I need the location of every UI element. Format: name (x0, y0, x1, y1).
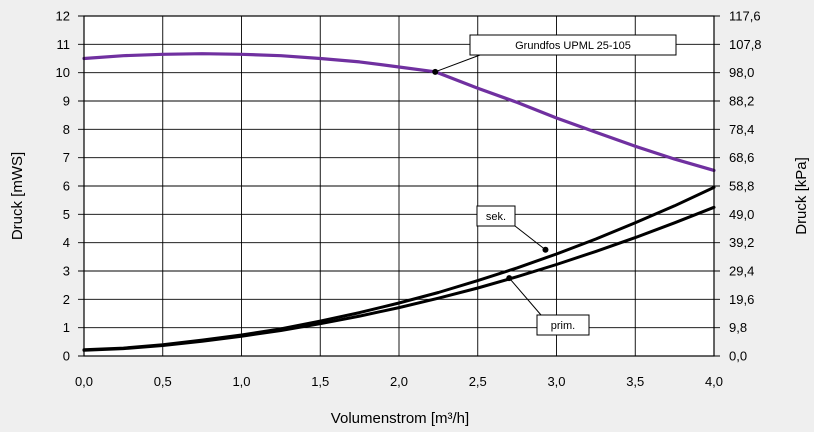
callout-leader-line (435, 54, 481, 73)
y2-tick-label: 117,6 (729, 9, 761, 24)
y-tick-label: 0 (63, 349, 70, 364)
y-tick-label: 8 (63, 122, 70, 137)
y2-tick-label: 107,8 (729, 37, 762, 52)
x-tick-label: 2,5 (469, 374, 487, 389)
y2-tick-label: 88,2 (729, 94, 754, 109)
callout-marker (506, 275, 513, 282)
y-tick-label: 11 (57, 37, 71, 52)
callout-label: sek. (486, 211, 506, 223)
y-tick-label: 9 (63, 94, 70, 109)
y-axis-title: Druck [mWS] (9, 152, 26, 240)
y-tick-label: 4 (63, 235, 70, 250)
y2-tick-label: 78,4 (729, 122, 754, 137)
y2-tick-label: 39,2 (729, 235, 754, 250)
y-tick-label: 6 (63, 179, 70, 194)
y-tick-label: 10 (56, 65, 70, 80)
x-tick-label: 4,0 (705, 374, 723, 389)
series-layer (82, 52, 716, 352)
grid-lines (78, 15, 720, 357)
series-line-3 (82, 205, 716, 352)
y-tick-label: 5 (63, 207, 70, 222)
y2-axis-title: Druck [kPa] (793, 157, 810, 235)
y-tick-label: 2 (63, 292, 70, 307)
series-line-1 (82, 52, 716, 172)
tick-labels: 0,0 0,5 1,0 1,5 2,0 2,5 3,0 3,5 4,00123456789101… (56, 9, 762, 390)
callout-box (469, 34, 677, 56)
y-tick-label: 1 (63, 320, 70, 335)
y2-tick-label: 0,0 (729, 349, 747, 364)
y2-tick-label: 68,6 (729, 150, 754, 165)
x-tick-label: 0,0 (75, 374, 93, 389)
x-tick-label: 3,0 (547, 374, 565, 389)
y2-tick-label: 19,6 (729, 292, 754, 307)
x-tick-label: 1,5 (311, 374, 329, 389)
y-tick-label: 12 (56, 9, 70, 24)
callout-leader-line (514, 225, 546, 251)
y2-tick-label: 29,4 (729, 264, 754, 279)
x-tick-label: 2,0 (390, 374, 408, 389)
x-tick-label: 1,0 (232, 374, 250, 389)
callout-label: Grundfos UPML 25-105 (515, 40, 631, 52)
y2-tick-label: 58,8 (729, 179, 754, 194)
y2-tick-label: 98,0 (729, 65, 754, 80)
y2-tick-label: 49,0 (729, 207, 754, 222)
callout-marker (432, 68, 439, 75)
y2-tick-label: 9,8 (729, 320, 747, 335)
plot-border (83, 15, 715, 357)
x-axis-title: Volumenstrom [m³/h] (331, 410, 469, 427)
callouts: Grundfos UPML 25-105 sek. prim. (432, 34, 677, 336)
callout-marker (542, 246, 549, 253)
callout-leader-line (508, 277, 542, 316)
y-tick-label: 7 (63, 150, 70, 165)
x-tick-label: 0,5 (154, 374, 172, 389)
callout-label: prim. (551, 320, 575, 332)
callout-box (536, 314, 590, 336)
y-tick-label: 3 (63, 264, 70, 279)
callout-box (476, 205, 516, 227)
x-tick-label: 3,5 (626, 374, 644, 389)
